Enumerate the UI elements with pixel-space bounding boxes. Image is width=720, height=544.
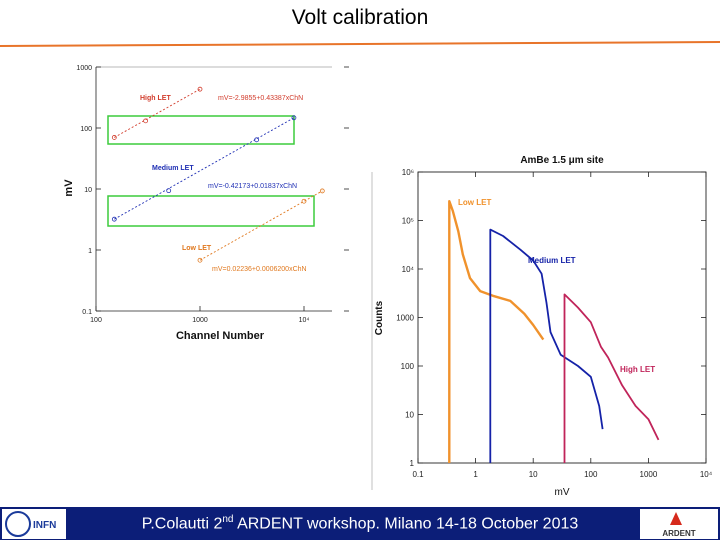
- footer-rest: ARDENT workshop. Milano 14-18 October 20…: [233, 515, 579, 533]
- chart1-series-equation: mV=-2.9855+0.43387xChN: [218, 95, 303, 102]
- footer-author: P.Colautti 2: [141, 515, 223, 533]
- chart1-y-tick-label: 1: [88, 248, 92, 255]
- chart1-y-tick-label: 100: [80, 126, 92, 133]
- chart2-series-name: Low LET: [458, 198, 491, 207]
- chart2-x-tick-label: 1: [473, 470, 478, 479]
- chart1-x-axis-label: Channel Number: [176, 330, 265, 342]
- chart1-data-point: [166, 188, 172, 194]
- chart1-data-point: [197, 257, 203, 263]
- chart1-y-tick-label: 1000: [76, 65, 92, 72]
- chart2-x-tick-label: 10⁴: [700, 470, 713, 479]
- ardent-logo-text: ARDENT: [662, 529, 695, 538]
- footer-sup: nd: [222, 514, 234, 525]
- chart1-series-name: Low LET: [182, 245, 212, 252]
- chart2-series-line: [448, 200, 545, 463]
- infn-logo-icon: INFN: [5, 511, 56, 537]
- chart1-data-point: [143, 118, 149, 124]
- chart2-y-tick-label: 10⁶: [402, 168, 414, 177]
- chart1-x-tick-label: 100: [90, 317, 102, 324]
- chart2-title: AmBe 1.5 μm site: [520, 155, 604, 166]
- chart2-series-line: [489, 228, 604, 463]
- chart2-y-tick-label: 100: [401, 362, 415, 371]
- chart1-y-tick-label: 10: [84, 187, 92, 194]
- medium-let-range-box: [107, 195, 315, 227]
- chart2-x-axis-label: mV: [555, 487, 570, 498]
- chart2-x-tick-label: 0.1: [412, 470, 424, 479]
- chart2-frame: [417, 171, 707, 464]
- chart1-data-point: [319, 188, 325, 194]
- chart1-data-point: [197, 86, 203, 92]
- chart2-x-tick-label: 1000: [640, 470, 658, 479]
- chart2-series-line: [563, 293, 660, 463]
- chart1-series-name: Medium LET: [152, 165, 194, 172]
- chart1-series-line: [114, 117, 295, 220]
- footer-bar: [0, 507, 720, 540]
- chart1-data-point: [291, 115, 297, 121]
- chart1-series-equation: mV=0.02236+0.0006200xChN: [212, 266, 307, 273]
- chart1-series-line: [199, 190, 323, 261]
- chart2-y-tick-label: 1: [410, 459, 415, 468]
- chart1-data-point: [111, 135, 117, 140]
- chart2-series-name: High LET: [620, 365, 655, 374]
- chart2-x-tick-label: 10: [529, 470, 538, 479]
- slide-title: Volt calibration: [291, 6, 429, 29]
- chart2-y-tick-label: 1000: [396, 314, 414, 323]
- footer-text: P.Colautti 2nd ARDENT workshop. Milano 1…: [0, 514, 720, 533]
- chart1-series-line: [114, 88, 201, 138]
- chart1-series-name: High LET: [140, 95, 171, 102]
- chart1-y-tick-label: 0.1: [82, 309, 92, 316]
- chart1-data-point: [111, 216, 117, 222]
- infn-logo: INFN: [2, 509, 66, 539]
- chart2-y-axis-label: Counts: [374, 300, 385, 335]
- ardent-logo-icon: ARDENT: [662, 512, 696, 538]
- chart1-data-point: [254, 137, 259, 143]
- chart1-x-tick-label: 1000: [192, 317, 208, 324]
- high-let-range-box: [107, 115, 295, 145]
- chart2-y-tick-label: 10⁵: [402, 217, 414, 226]
- title-rule: [0, 41, 720, 47]
- chart2-y-tick-label: 10: [405, 411, 414, 420]
- infn-logo-text: INFN: [33, 520, 56, 531]
- chart2-x-tick-label: 100: [584, 470, 598, 479]
- ardent-logo: ARDENT: [640, 509, 718, 539]
- chart1-data-point: [301, 198, 307, 204]
- chart1-x-tick-label: 10⁴: [299, 317, 310, 324]
- chart1-y-axis-label: mV: [63, 179, 75, 197]
- chart2-y-tick-label: 10⁴: [402, 265, 415, 274]
- chart2-series-name: Medium LET: [528, 256, 576, 265]
- chart1-series-equation: mV=-0.42173+0.01837xChN: [208, 183, 297, 190]
